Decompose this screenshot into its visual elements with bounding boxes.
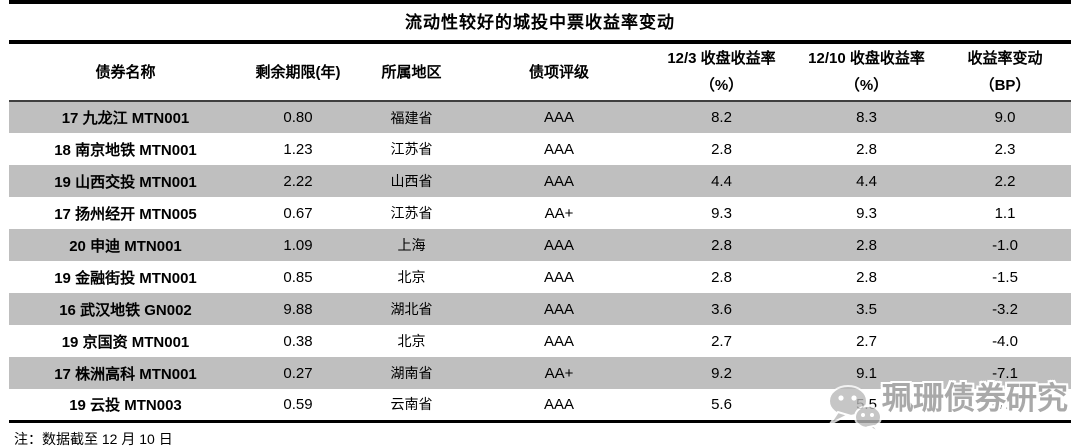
- rating-cell: AAA: [543, 268, 574, 286]
- region-cell: 福建省: [390, 111, 433, 127]
- rating-cell: AAA: [543, 109, 574, 126]
- region-cell: 江苏省: [390, 207, 433, 222]
- header-row: 债券名称 剩余期限(年) 所属地区 债项评级 12/3 收盘收益率 （%） 12/10 收盘…: [9, 42, 1071, 101]
- table-sheet: 流动性较好的城投中票收益率变动 债券名称 剩余期限(年) 所属地区 债项评级 12/3 …: [9, 0, 1071, 423]
- yield-change-cell: 9.0: [994, 109, 1016, 126]
- table-body: 17 九龙江 MTN001 0.80 福建省 AAA 8.2 8.3 9.0 18 南京地铁 …: [9, 101, 1071, 421]
- table-row: 19 山西交投 MTN001 2.22 山西省 AAA 4.4 4.4 2.2: [9, 165, 1071, 197]
- yield-dec3-cell: 2.8: [711, 236, 732, 254]
- rating-cell: AAA: [543, 172, 574, 190]
- yield-dec3-cell: 4.4: [711, 172, 732, 190]
- maturity-cell: 0.59: [283, 395, 313, 413]
- table-row: 19 金融街投 MTN001 0.85 北京 AAA 2.8 2.8 -1.5: [9, 261, 1071, 293]
- bond-name-cell: 17 扬州经开 MTN005: [54, 205, 197, 223]
- bond-name-cell: 18 南京地铁 MTN001: [54, 141, 197, 159]
- bond-name-cell: 16 武汉地铁 GN002: [59, 301, 192, 319]
- yield-dec10-cell: 8.3: [856, 109, 877, 126]
- table-row: 19 京国资 MTN001 0.38 北京 AAA 2.7 2.7 -4.0: [9, 325, 1071, 357]
- bond-name-cell: 19 山西交投 MTN001: [54, 173, 197, 191]
- yield-dec3-cell: 5.6: [711, 395, 732, 413]
- yield-change-cell: -3.2: [992, 300, 1018, 318]
- yield-change-cell: -1.0: [992, 236, 1018, 254]
- maturity-cell: 0.85: [283, 268, 313, 286]
- table-row: 18 南京地铁 MTN001 1.23 江苏省 AAA 2.8 2.8 2.3: [9, 133, 1071, 165]
- region-cell: 湖北省: [390, 303, 433, 318]
- column-header-maturity: 剩余期限(年): [255, 63, 341, 81]
- yield-dec3-cell: 8.2: [711, 109, 732, 126]
- region-cell: 北京: [397, 335, 426, 350]
- yield-change-cell: -4.0: [992, 332, 1018, 350]
- footnote: 注：数据截至 12 月 10 日: [14, 431, 173, 447]
- yield-change-cell: -7.1: [992, 364, 1018, 382]
- bond-name-cell: 19 京国资 MTN001: [61, 333, 190, 351]
- yield-dec10-cell: 2.8: [856, 268, 877, 286]
- rating-cell: AAA: [543, 140, 574, 158]
- bond-name-cell: 19 金融街投 MTN001: [54, 269, 197, 287]
- bond-yield-table: 债券名称 剩余期限(年) 所属地区 债项评级 12/3 收盘收益率 （%） 12/10 收盘…: [9, 40, 1071, 423]
- yield-dec3-cell: 2.8: [711, 268, 732, 286]
- column-header-yield-dec10: 12/10 收盘收益率 （%）: [808, 50, 925, 94]
- column-header-bond-name: 债券名称: [95, 63, 156, 81]
- watermark: 珮珊债券研究: [826, 376, 1068, 434]
- table-row: 20 申迪 MTN001 1.09 上海 AAA 2.8 2.8 -1.0: [9, 229, 1071, 261]
- yield-dec10-cell: 2.8: [856, 140, 877, 158]
- column-header-yield-dec3: 12/3 收盘收益率 （%）: [667, 50, 776, 94]
- region-cell: 江苏省: [390, 143, 433, 158]
- rating-cell: AAA: [543, 332, 574, 350]
- yield-dec3-cell: 3.6: [711, 300, 732, 318]
- yield-dec3-cell: 2.7: [711, 332, 732, 350]
- maturity-cell: 2.22: [283, 172, 313, 190]
- table-row: 16 武汉地铁 GN002 9.88 湖北省 AAA 3.6 3.5 -3.2: [9, 293, 1071, 325]
- yield-dec10-cell: 9.3: [856, 204, 877, 222]
- table-row: 17 扬州经开 MTN005 0.67 江苏省 AA+ 9.3 9.3 1.1: [9, 197, 1071, 229]
- yield-change-cell: -7.5: [992, 395, 1018, 413]
- yield-dec10-cell: 2.8: [856, 236, 877, 254]
- yield-change-cell: -1.5: [992, 268, 1018, 286]
- yield-dec10-cell: 4.4: [856, 172, 877, 190]
- table-header: 债券名称 剩余期限(年) 所属地区 债项评级 12/3 收盘收益率 （%） 12/10 收盘…: [9, 42, 1071, 101]
- region-cell: 云南省: [390, 398, 433, 414]
- watermark-text: 珮珊债券研究: [882, 381, 1068, 416]
- maturity-cell: 1.23: [283, 140, 313, 158]
- region-cell: 北京: [397, 271, 426, 286]
- rating-cell: AAA: [543, 236, 574, 254]
- yield-change-cell: 2.3: [994, 140, 1016, 158]
- table-title: 流动性较好的城投中票收益率变动: [405, 13, 675, 32]
- rating-cell: AA+: [544, 364, 574, 382]
- maturity-cell: 0.67: [283, 204, 313, 222]
- maturity-cell: 0.27: [283, 364, 313, 382]
- yield-dec10-cell: 2.7: [856, 332, 877, 350]
- column-header-region: 所属地区: [381, 63, 442, 81]
- maturity-cell: 9.88: [283, 300, 313, 318]
- top-rule: [9, 0, 1071, 4]
- region-cell: 上海: [397, 239, 426, 254]
- yield-dec3-cell: 9.3: [711, 204, 732, 222]
- region-cell: 山西省: [390, 175, 433, 190]
- yield-change-cell: 2.2: [994, 172, 1016, 190]
- maturity-cell: 1.09: [283, 236, 313, 254]
- bond-name-cell: 19 云投 MTN003: [69, 396, 182, 414]
- wechat-icon: [827, 385, 882, 434]
- rating-cell: AAA: [543, 300, 574, 318]
- bond-name-cell: 20 申迪 MTN001: [69, 237, 182, 255]
- yield-dec3-cell: 9.2: [711, 364, 732, 382]
- yield-dec3-cell: 2.8: [711, 140, 732, 158]
- bond-name-cell: 17 九龙江 MTN001: [61, 110, 190, 127]
- region-cell: 湖南省: [390, 367, 433, 382]
- maturity-cell: 0.38: [283, 332, 313, 350]
- column-header-yield-change: 收益率变动 （BP）: [967, 50, 1043, 94]
- bond-name-cell: 17 株洲高科 MTN001: [54, 365, 197, 383]
- rating-cell: AA+: [544, 204, 574, 222]
- rating-cell: AAA: [543, 395, 574, 413]
- yield-dec10-cell: 3.5: [856, 300, 877, 318]
- yield-dec10-cell: 9.1: [856, 364, 877, 382]
- table-row: 17 株洲高科 MTN001 0.27 湖南省 AA+ 9.2 9.1 -7.1: [9, 357, 1071, 389]
- table-row: 17 九龙江 MTN001 0.80 福建省 AAA 8.2 8.3 9.0: [9, 101, 1071, 133]
- column-header-rating: 债项评级: [528, 63, 589, 81]
- yield-change-cell: 1.1: [994, 204, 1016, 222]
- maturity-cell: 0.80: [283, 109, 313, 126]
